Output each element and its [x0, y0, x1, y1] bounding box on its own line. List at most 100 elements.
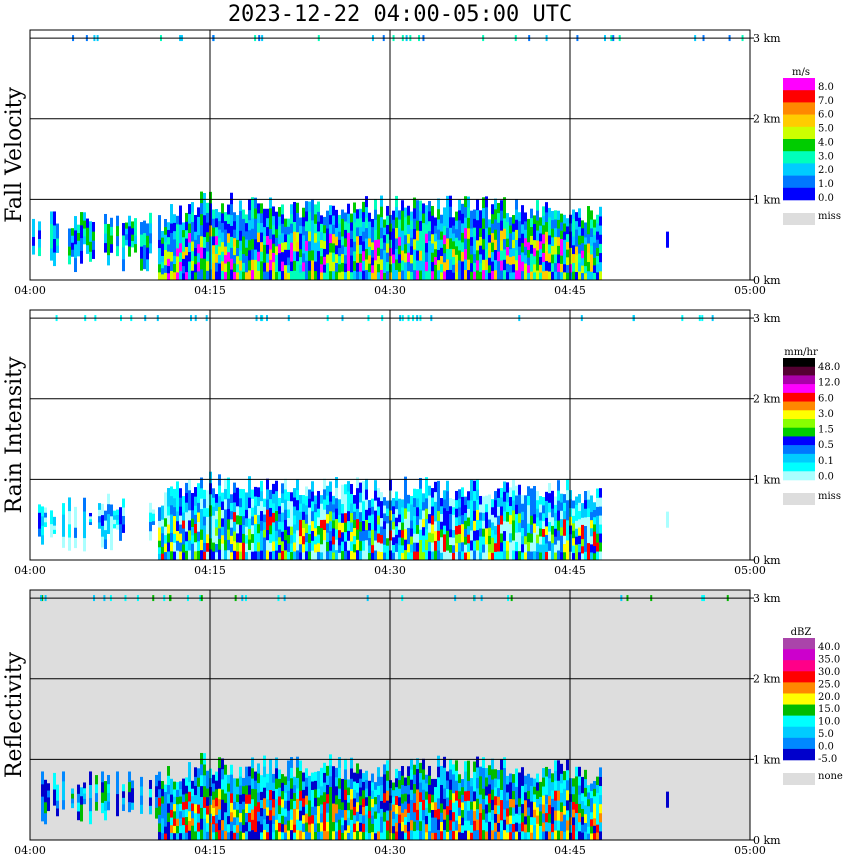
echo-cell	[149, 521, 152, 532]
echo-cell	[254, 780, 257, 790]
echo-cell	[269, 533, 272, 543]
echo-cell	[392, 782, 395, 791]
echo-cell	[365, 779, 368, 789]
echo-cell	[281, 261, 284, 272]
echo-cell	[353, 250, 356, 262]
echo-cell	[206, 251, 209, 262]
echo-cell	[275, 271, 278, 281]
echo-cell	[365, 206, 368, 218]
echo-cell	[482, 269, 485, 281]
echo-cell	[176, 832, 179, 841]
echo-cell	[185, 832, 188, 841]
echo-cell	[257, 514, 260, 525]
echo-cell	[215, 244, 218, 254]
echo-cell	[305, 495, 308, 506]
echo-cell	[446, 520, 449, 531]
echo-cell	[197, 813, 200, 823]
echo-cell	[365, 529, 368, 541]
echo-cell	[62, 536, 65, 548]
echo-cell	[269, 507, 272, 517]
echo-cell	[488, 242, 491, 251]
echo-cell	[401, 220, 404, 231]
echo-cell	[200, 508, 203, 520]
echo-cell	[476, 787, 479, 799]
echo-cell	[428, 522, 431, 533]
echo-cell	[449, 799, 452, 811]
echo-cell	[494, 249, 497, 261]
echo-cell	[485, 269, 488, 281]
echo-cell	[524, 535, 527, 545]
echo-cell	[548, 502, 551, 513]
echo-cell	[287, 534, 290, 544]
colorbar-label: 10.0	[818, 717, 840, 728]
echo-cell	[356, 772, 359, 784]
echo-cell	[257, 222, 260, 233]
echo-cell	[368, 537, 371, 546]
echo-cell	[122, 797, 125, 805]
echo-cell	[416, 524, 419, 534]
echo-cell	[368, 530, 371, 539]
echo-cell	[596, 488, 599, 498]
echo-cell	[542, 215, 545, 226]
echo-cell	[494, 822, 497, 832]
echo-cell	[374, 480, 377, 491]
echo-cell	[386, 810, 389, 821]
echo-cell	[458, 551, 461, 561]
echo-cell	[251, 259, 254, 271]
echo-cell	[338, 552, 341, 561]
echo-cell	[299, 240, 302, 250]
echo-cell	[113, 519, 116, 525]
echo-cell	[437, 480, 440, 492]
echo-cell	[167, 784, 170, 795]
echo-cell	[332, 551, 335, 561]
echo-cell	[404, 225, 407, 236]
echo-cell	[590, 219, 593, 229]
echo-cell	[536, 815, 539, 824]
echo-cell	[344, 789, 347, 800]
echo-cell	[236, 832, 239, 841]
echo-cell	[425, 831, 428, 841]
echo-cell	[419, 811, 422, 822]
echo-cell	[164, 492, 167, 502]
echo-cell	[488, 551, 491, 561]
echo-cell	[368, 500, 371, 509]
echo-cell	[497, 796, 500, 806]
echo-cell	[416, 497, 419, 508]
echo-cell	[257, 811, 260, 822]
echo-cell	[338, 777, 341, 789]
echo-cell	[347, 520, 350, 531]
echo-cell	[443, 525, 446, 535]
echo-cell	[584, 272, 587, 281]
echo-cell	[323, 216, 326, 226]
echo-cell	[245, 794, 248, 804]
echo-cell	[563, 543, 566, 553]
echo-cell	[497, 497, 500, 507]
echo-cell	[398, 514, 401, 523]
echo-cell	[434, 264, 437, 273]
echo-cell	[119, 523, 122, 533]
echo-cell	[245, 255, 248, 265]
echo-cell	[296, 767, 299, 779]
echo-cell	[440, 498, 443, 507]
echo-cell	[374, 520, 377, 531]
echo-cell	[332, 543, 335, 553]
echo-cell	[254, 505, 257, 515]
echo-cell	[551, 806, 554, 816]
colorbar-label: 5.0	[818, 729, 834, 740]
echo-cell	[332, 270, 335, 281]
echo-cell	[599, 261, 602, 272]
echo-cell	[551, 516, 554, 526]
echo-cell	[329, 775, 332, 787]
echo-cell	[305, 220, 308, 232]
echo-cell	[479, 227, 482, 237]
echo-cell	[359, 550, 362, 561]
echo-cell	[173, 788, 176, 797]
echo-cell	[110, 515, 113, 528]
echo-cell	[305, 486, 308, 497]
echo-cell	[383, 249, 386, 258]
echo-cell	[320, 239, 323, 249]
echo-cell	[440, 214, 443, 224]
echo-cell	[191, 231, 194, 242]
echo-cell	[482, 788, 485, 800]
echo-cell	[299, 256, 302, 265]
